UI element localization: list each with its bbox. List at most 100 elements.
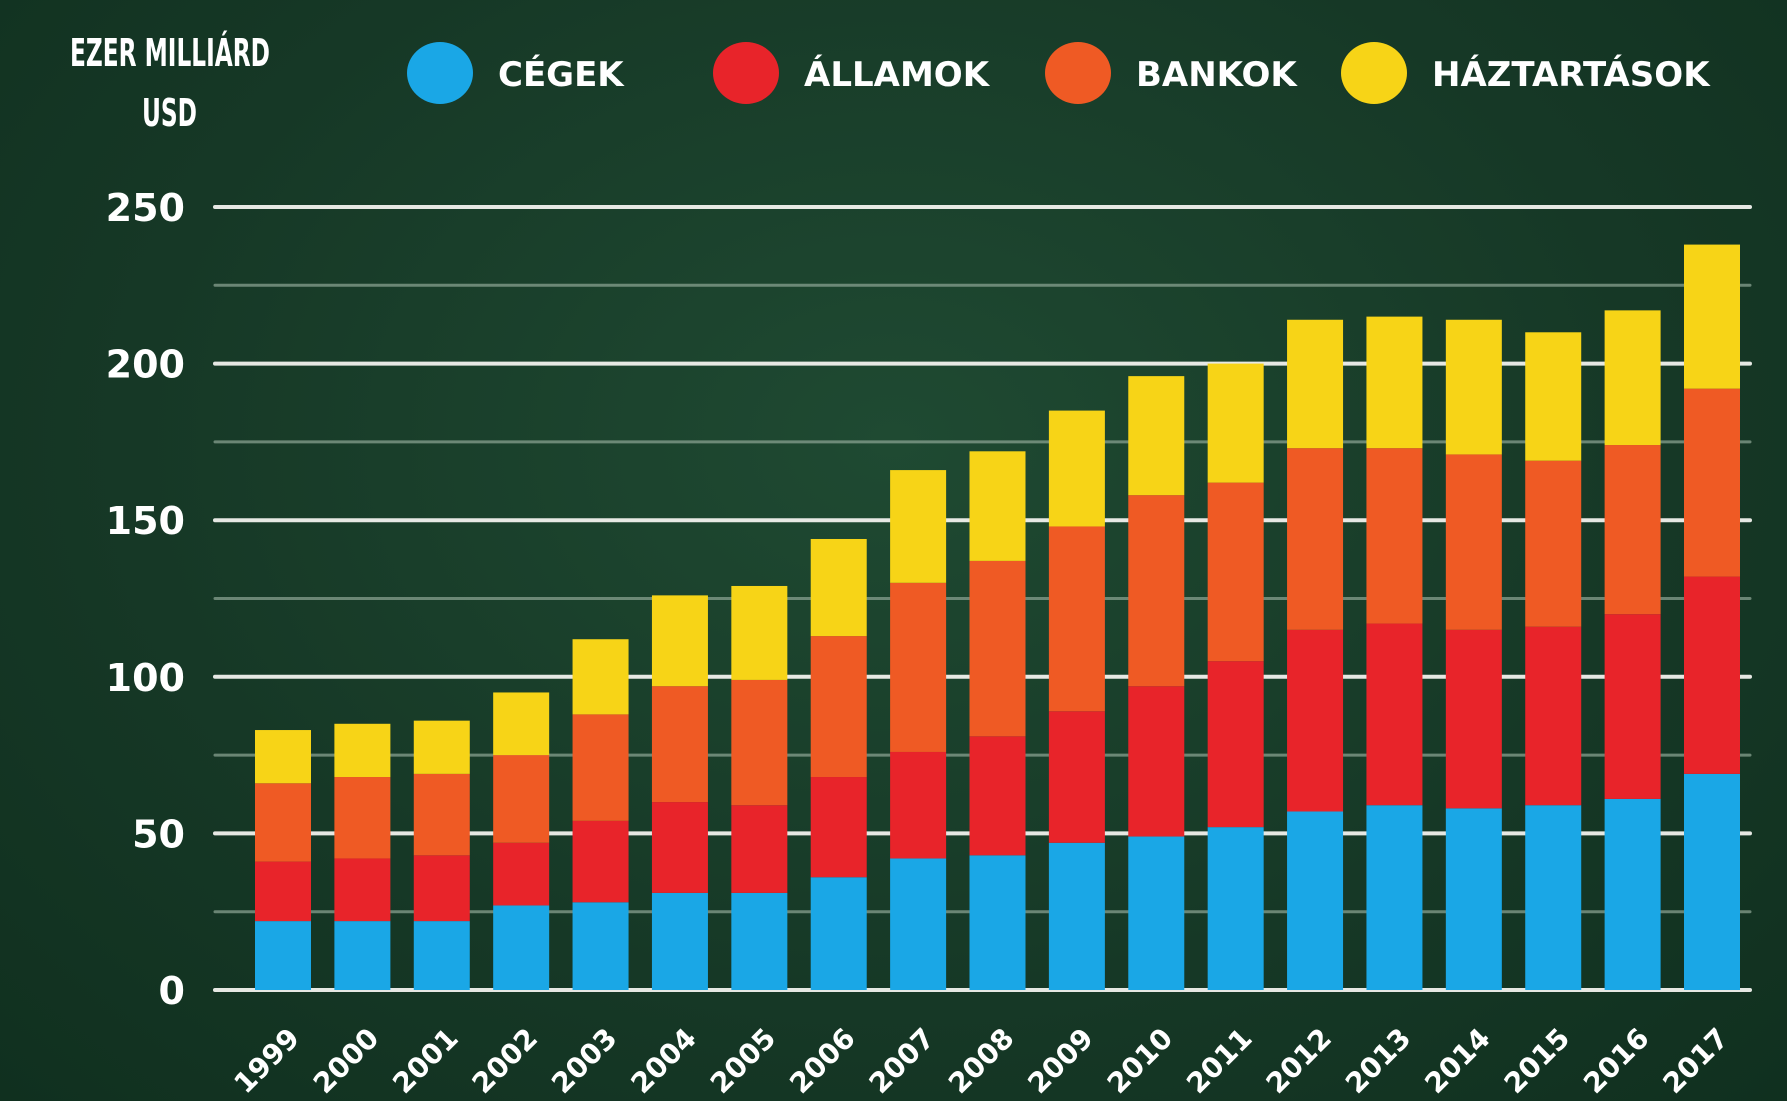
x-tick-label: 2011: [1180, 1022, 1258, 1100]
bar-segment: [1128, 686, 1185, 837]
x-tick-label: 2004: [624, 1022, 702, 1100]
bar-segment: [255, 921, 311, 990]
bar-segment: [255, 730, 311, 784]
bar-segment: [1445, 808, 1502, 990]
bar-segment: [969, 736, 1026, 856]
x-tick-label: 1999: [228, 1022, 306, 1100]
legend-item: CÉGEK: [407, 42, 625, 104]
bar-segment: [1128, 836, 1185, 990]
bar-segment: [1048, 410, 1105, 527]
bar-segment: [1604, 614, 1661, 799]
bar-segment: [731, 805, 788, 893]
y-tick-label: 200: [106, 343, 185, 387]
x-axis: 1999 2000 2001 2002 2003 2004 2005 2006 2007 2008…: [228, 1022, 1735, 1100]
bar-segment: [651, 892, 708, 990]
bar-segment: [1207, 827, 1264, 990]
bar-segment: [969, 451, 1026, 561]
bar-segment: [651, 686, 708, 803]
bar-segment: [1525, 626, 1582, 806]
bar-segment: [1684, 388, 1740, 577]
bar-segment: [969, 560, 1026, 737]
bar-segment: [1684, 773, 1740, 990]
bar-segment: [810, 538, 867, 637]
x-tick-label: 2003: [545, 1022, 623, 1100]
bar-segment: [731, 892, 788, 990]
x-tick-label: 2013: [1339, 1022, 1417, 1100]
bar-segment: [1207, 482, 1264, 662]
bar-segment: [1684, 576, 1740, 774]
bar-segment: [1525, 332, 1582, 461]
bar-segment: [572, 820, 629, 903]
y-tick-label: 0: [159, 969, 185, 1013]
y-tick-label: 150: [106, 499, 185, 543]
bar-segment: [969, 855, 1026, 990]
legend-swatch: [1341, 42, 1407, 104]
legend-item: HÁZTARTÁSOK: [1341, 42, 1711, 104]
bars: [255, 244, 1740, 990]
legend-label: ÁLLAMOK: [804, 54, 991, 95]
x-tick-label: 2005: [704, 1022, 782, 1100]
legend-label: CÉGEK: [498, 54, 625, 95]
bar-segment: [1287, 448, 1344, 630]
bar-segment: [255, 861, 311, 922]
bar-segment: [810, 777, 867, 878]
x-tick-label: 2008: [942, 1022, 1020, 1100]
bar-segment: [1048, 842, 1105, 990]
y-axis-title-line1: EZER MILLIÁRD: [70, 31, 270, 75]
bar-segment: [1287, 629, 1344, 812]
bar-segment: [810, 877, 867, 990]
x-tick-label: 2012: [1260, 1022, 1338, 1100]
x-tick-label: 2006: [783, 1022, 861, 1100]
bar-segment: [1128, 495, 1185, 687]
bar-segment: [1604, 798, 1661, 990]
bar-segment: [1287, 319, 1344, 449]
x-tick-label: 2000: [307, 1022, 385, 1100]
bar-segment: [255, 783, 311, 862]
y-tick-label: 50: [132, 812, 185, 856]
bar-segment: [413, 855, 470, 922]
bar-segment: [493, 842, 550, 906]
legend-item: BANKOK: [1045, 42, 1298, 104]
legend-swatch: [1045, 42, 1111, 104]
bar-segment: [890, 470, 947, 583]
legend-swatch: [713, 42, 779, 104]
bar-segment: [1366, 448, 1423, 624]
bar-segment: [1445, 629, 1502, 809]
bar-segment: [810, 636, 867, 778]
bar-segment: [1366, 805, 1423, 990]
bar-segment: [413, 773, 470, 856]
bar-segment: [1604, 310, 1661, 446]
bar-segment: [1445, 319, 1502, 455]
bar-segment: [1684, 244, 1740, 389]
bar-segment: [334, 921, 391, 990]
bar-segment: [413, 720, 470, 774]
bar-segment: [1128, 376, 1185, 496]
x-tick-label: 2001: [386, 1022, 464, 1100]
bar-segment: [572, 714, 629, 821]
bar-segment: [890, 858, 947, 990]
bar-segment: [1287, 811, 1344, 990]
bar-segment: [651, 802, 708, 893]
bar-segment: [1525, 460, 1582, 627]
bar-segment: [651, 595, 708, 687]
bar-segment: [334, 723, 391, 778]
bar-segment: [1445, 454, 1502, 630]
x-tick-label: 2002: [466, 1022, 544, 1100]
x-tick-label: 2014: [1418, 1022, 1496, 1100]
bar-segment: [493, 755, 550, 843]
bar-segment: [1048, 526, 1105, 712]
bar-segment: [1048, 711, 1105, 843]
legend-label: BANKOK: [1136, 55, 1298, 95]
bar-segment: [1366, 623, 1423, 806]
y-tick-label: 250: [106, 186, 185, 230]
y-axis-title-line2: USD: [142, 91, 197, 135]
x-tick-label: 2016: [1577, 1022, 1655, 1100]
bar-segment: [493, 905, 550, 990]
bar-segment: [1207, 363, 1264, 483]
bar-segment: [1366, 316, 1423, 449]
x-tick-label: 2015: [1498, 1022, 1576, 1100]
bar-segment: [1604, 445, 1661, 615]
bar-segment: [493, 692, 550, 756]
bar-segment: [1525, 805, 1582, 990]
